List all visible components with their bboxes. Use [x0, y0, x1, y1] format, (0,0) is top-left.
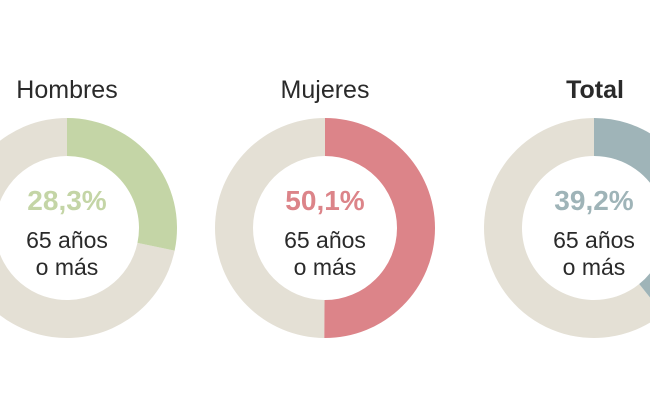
donut-track-total [484, 118, 650, 338]
caption-line2-mujeres: o más [294, 254, 357, 280]
chart-title-total: Total [566, 76, 624, 104]
value-label-hombres: 28,3% [27, 185, 106, 216]
caption-line2-total: o más [563, 254, 626, 280]
value-label-total: 39,2% [554, 185, 633, 216]
caption-line2-hombres: o más [36, 254, 99, 280]
donut-slice-total [594, 118, 650, 298]
donut-slice-hombres [67, 118, 177, 251]
value-label-mujeres: 50,1% [285, 185, 364, 216]
caption-line1-hombres: 65 años [26, 227, 108, 253]
caption-line1-total: 65 años [553, 227, 635, 253]
chart-title-mujeres: Mujeres [280, 76, 370, 104]
donut-slice-mujeres [324, 118, 436, 338]
donut-track-mujeres [215, 118, 325, 338]
chart-title-hombres: Hombres [16, 76, 118, 104]
donut-track-hombres [0, 118, 175, 338]
caption-line1-mujeres: 65 años [284, 227, 366, 253]
